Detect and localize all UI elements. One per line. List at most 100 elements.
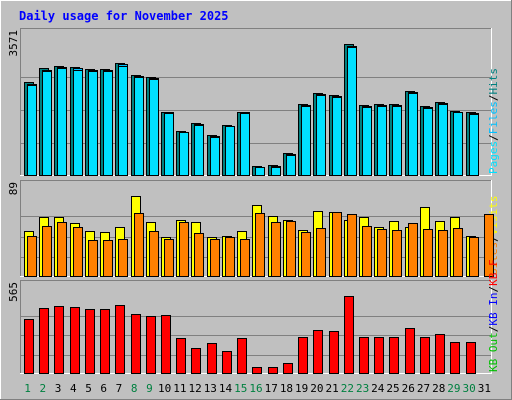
panel-bottom-legend-item-1: KB Out	[487, 332, 500, 372]
x-tick-label-day-11: 11	[173, 382, 186, 395]
bar-sites-day-7	[118, 239, 128, 277]
bar-kb-f-day-29	[450, 342, 460, 374]
x-tick-label-day-21: 21	[326, 382, 339, 395]
bar-sites-day-12	[194, 233, 204, 277]
bar-pages-day-7	[118, 66, 128, 176]
bar-kb-f-day-1	[24, 319, 34, 374]
x-tick-label-day-15: 15	[234, 382, 247, 395]
x-tick-label-day-20: 20	[310, 382, 323, 395]
series-sites	[27, 212, 494, 277]
bar-sites-day-13	[210, 239, 220, 277]
bar-pages-day-23	[362, 107, 372, 176]
x-tick-label-day-24: 24	[371, 382, 385, 395]
bar-pages-day-30	[469, 114, 479, 176]
x-tick-label-day-22: 22	[341, 382, 354, 395]
bar-sites-day-1	[27, 236, 37, 277]
x-tick-label-day-8: 8	[131, 382, 138, 395]
bar-kb-f-day-18	[283, 363, 293, 374]
bar-pages-day-5	[88, 71, 98, 176]
bar-sites-day-22	[347, 214, 357, 277]
series-pages	[27, 47, 479, 176]
bar-pages-day-24	[377, 106, 387, 176]
series-kb-f	[24, 296, 476, 374]
x-tick-label-day-1: 1	[24, 382, 31, 395]
bar-kb-f-day-12	[191, 348, 201, 374]
bar-kb-f-day-24	[374, 337, 384, 374]
bar-kb-f-day-20	[313, 330, 323, 374]
chart-title: Daily usage for November 2025	[19, 9, 229, 23]
bar-sites-day-28	[438, 230, 448, 277]
bar-sites-day-18	[286, 221, 296, 277]
bar-sites-day-4	[73, 227, 83, 277]
panel-middle-max-label: 89	[7, 182, 20, 195]
bar-sites-day-15	[240, 239, 250, 277]
bar-kb-f-day-3	[54, 306, 64, 374]
bar-pages-day-15	[240, 113, 250, 176]
x-tick-label-day-2: 2	[40, 382, 47, 395]
x-tick-label-day-26: 26	[402, 382, 415, 395]
x-axis-day-labels: 1 2 3 4 5 6 7 8 9 10 11 12 13 14 15 16 17 18 19 20 21 22 23 24 2…	[24, 382, 491, 395]
x-tick-label-day-4: 4	[70, 382, 77, 395]
x-tick-label-day-9: 9	[146, 382, 153, 395]
bar-sites-day-3	[57, 222, 67, 277]
bar-kb-f-day-30	[466, 342, 476, 374]
bar-kb-f-day-17	[268, 367, 278, 374]
x-tick-label-day-31: 31	[478, 382, 491, 395]
bar-sites-day-14	[225, 237, 235, 277]
bar-pages-day-10	[164, 113, 174, 176]
bar-sites-day-9	[149, 231, 159, 277]
bar-kb-f-day-16	[252, 367, 262, 374]
bar-kb-f-day-27	[420, 337, 430, 374]
x-tick-label-day-5: 5	[85, 382, 92, 395]
bar-sites-day-2	[42, 226, 52, 277]
x-tick-label-day-28: 28	[432, 382, 445, 395]
panel-bottom-max-label: 565	[7, 282, 20, 302]
bar-kb-f-day-4	[70, 307, 80, 374]
bar-pages-day-8	[134, 77, 144, 176]
panel-bottom-legend-item-4: /	[487, 286, 500, 293]
bar-kb-f-day-25	[389, 337, 399, 374]
x-tick-label-day-14: 14	[219, 382, 233, 395]
x-tick-label-day-30: 30	[463, 382, 476, 395]
panel-bottom-legend-item-2: /	[487, 326, 500, 333]
bar-sites-day-11	[179, 222, 189, 277]
bar-pages-day-14	[225, 126, 235, 176]
bar-kb-f-day-10	[161, 315, 171, 374]
x-tick-label-day-6: 6	[100, 382, 107, 395]
bar-kb-f-day-2	[39, 308, 49, 374]
x-tick-label-day-13: 13	[204, 382, 217, 395]
bar-kb-f-day-11	[176, 338, 186, 374]
bar-pages-day-3	[57, 68, 67, 176]
x-tick-label-day-27: 27	[417, 382, 430, 395]
bar-sites-day-29	[453, 228, 463, 277]
panel-middle: 89Sites/Visits	[7, 180, 500, 277]
bar-kb-f-day-13	[207, 343, 217, 374]
bar-pages-day-25	[392, 106, 402, 176]
bar-pages-day-18	[286, 155, 296, 176]
panel-bottom: 565 KB Out/KB In/KB F	[7, 259, 500, 374]
bar-kb-f-day-6	[100, 309, 110, 374]
x-tick-label-day-7: 7	[116, 382, 123, 395]
bar-kb-f-day-14	[222, 351, 232, 374]
panel-bottom-legend: KB Out/KB In/KB F	[487, 259, 500, 372]
bar-kb-f-day-22	[344, 296, 354, 374]
bar-sites-day-27	[423, 229, 433, 277]
bar-sites-day-8	[134, 213, 144, 277]
x-tick-label-day-3: 3	[55, 382, 62, 395]
bar-pages-day-19	[301, 106, 311, 176]
bar-kb-f-day-15	[237, 338, 247, 374]
x-tick-label-day-25: 25	[386, 382, 399, 395]
panel-top-max-label: 3571	[7, 30, 20, 57]
panel-bottom-legend-item-5: KB F	[487, 259, 500, 286]
bar-pages-day-4	[73, 70, 83, 176]
panel-top-legend-item-4: /	[487, 95, 500, 102]
bar-sites-day-23	[362, 226, 372, 277]
bar-kb-f-day-9	[146, 316, 156, 374]
bar-sites-day-19	[301, 232, 311, 277]
x-tick-label-day-17: 17	[265, 382, 278, 395]
bar-sites-day-20	[316, 228, 326, 277]
bar-pages-day-27	[423, 108, 433, 176]
bar-sites-day-21	[332, 212, 342, 277]
